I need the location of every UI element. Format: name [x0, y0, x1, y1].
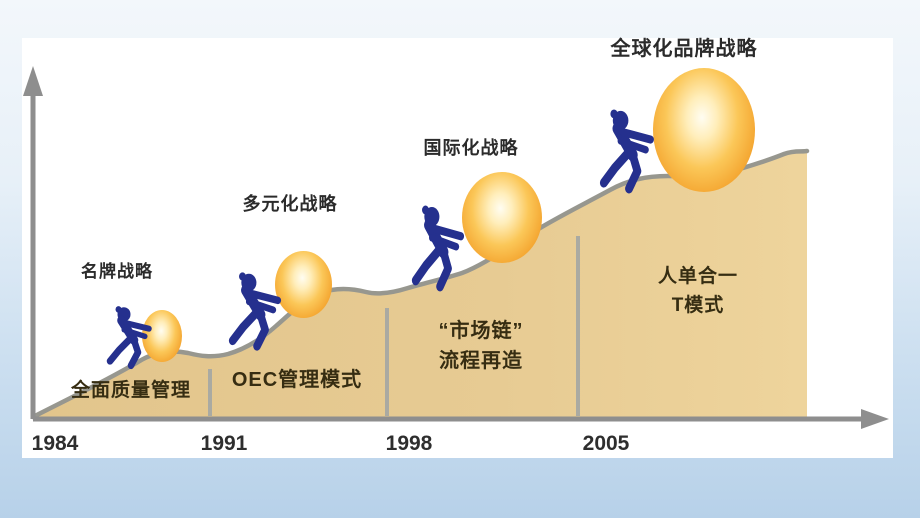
practice-label-2005: 人单合一 T模式 [658, 262, 738, 320]
practice-label-1991: OEC管理模式 [231, 369, 363, 391]
hill-slope [33, 151, 807, 417]
growth-ball-1984 [142, 310, 182, 362]
strategy-label-2005: 全球化品牌战略 [610, 38, 758, 60]
year-label-2005: 2005 [582, 432, 630, 455]
practice-label-2005-line2: T模式 [671, 295, 725, 316]
pusher-figure-icon [411, 204, 469, 294]
practice-label-1984: 全面质量管理 [70, 380, 192, 401]
year-label-1984: 1984 [31, 432, 79, 455]
growth-ball-1998 [462, 172, 542, 263]
strategy-label-1991: 多元化战略 [242, 194, 338, 214]
practice-label-1998: “市场链” 流程再造 [439, 316, 524, 376]
strategy-label-1998: 国际化战略 [423, 138, 519, 158]
pusher-figure-icon [106, 305, 156, 371]
growth-ball-1991 [275, 251, 332, 318]
year-label-1998: 1998 [385, 432, 433, 455]
x-axis-arrow-icon [861, 409, 889, 429]
y-axis-arrow-icon [23, 66, 43, 96]
strategy-label-1984: 名牌战略 [81, 262, 153, 281]
practice-label-2005-line1: 人单合一 [657, 266, 739, 287]
pusher-figure-icon [228, 271, 286, 353]
growth-ball-2005 [653, 68, 755, 192]
practice-label-1998-line1: “市场链” [438, 320, 524, 342]
pusher-figure-icon [599, 108, 659, 196]
practice-label-1998-line2: 流程再造 [439, 350, 523, 372]
year-label-1991: 1991 [200, 432, 248, 455]
